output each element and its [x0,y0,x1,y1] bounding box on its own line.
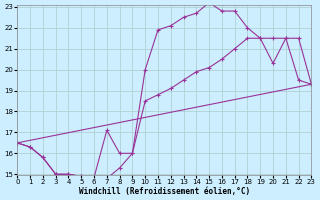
X-axis label: Windchill (Refroidissement éolien,°C): Windchill (Refroidissement éolien,°C) [79,187,250,196]
